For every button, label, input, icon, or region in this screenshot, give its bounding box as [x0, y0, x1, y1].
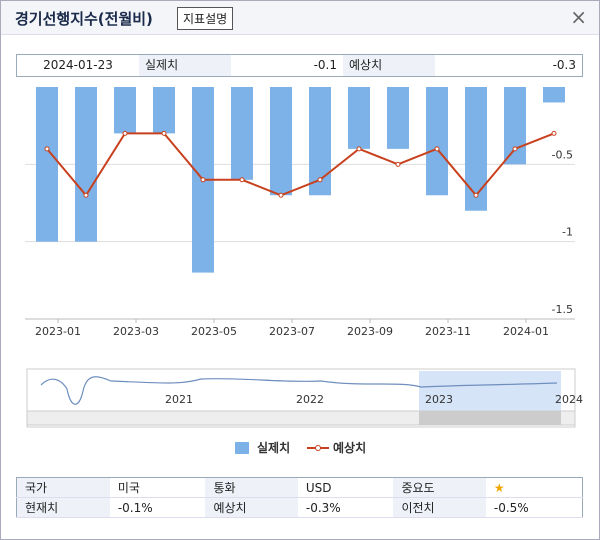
- table-label: 중요도: [393, 477, 486, 498]
- y-tick-label: -1.5: [552, 303, 573, 316]
- bar: [504, 87, 526, 165]
- navigator-line: [40, 376, 558, 405]
- legend-swatch: [235, 442, 249, 454]
- table-value: USD: [297, 477, 394, 498]
- legend-swatch: [315, 445, 321, 451]
- line-marker: [512, 146, 518, 152]
- chart: -0.5 -1 -1.5 2023-01 2023-03 2023-05 2023-07 20…: [25, 87, 583, 455]
- dialog-title: 경기선행지수(전월비): [15, 10, 153, 28]
- summary-date: 2024-01-23: [43, 58, 113, 72]
- navigator-year: 2024: [555, 393, 583, 406]
- y-tick-label: -0.5: [552, 148, 573, 161]
- bar: [114, 87, 136, 134]
- scrollbar-thumb[interactable]: [419, 411, 561, 425]
- navigator-selection[interactable]: [419, 371, 561, 411]
- bar: [75, 87, 97, 242]
- bar: [387, 87, 409, 149]
- line-marker: [317, 177, 323, 183]
- summary-bar: 2024-01-23 실제치 -0.1 예상치 -0.3: [16, 54, 583, 77]
- line-marker: [239, 177, 245, 183]
- table-label: 국가: [16, 477, 110, 498]
- line-marker: [356, 146, 362, 152]
- line-marker: [44, 146, 50, 152]
- line-marker: [122, 130, 128, 136]
- line: [46, 132, 555, 197]
- line-marker: [161, 130, 167, 136]
- y-tick-label: -1: [562, 226, 573, 239]
- summary-label: 실제치: [139, 55, 231, 76]
- x-tick-label: 2023-03: [113, 325, 159, 338]
- bar: [309, 87, 331, 196]
- navigator-year: 2021: [165, 393, 193, 406]
- x-tick-label: 2023-01: [35, 325, 81, 338]
- line-marker: [434, 146, 440, 152]
- bar: [231, 87, 253, 180]
- table-row: 현재치 -0.1% 예상치 -0.3% 이전치 -0.5%: [16, 497, 583, 518]
- description-button[interactable]: 지표설명: [177, 7, 234, 30]
- summary-value: -0.1: [313, 58, 337, 72]
- line-marker: [395, 161, 401, 167]
- line-marker: [200, 177, 206, 183]
- bar: [270, 87, 292, 196]
- info-table: 국가 미국 통화 USD 중요도 ★ 현재치 -0.1% 예상치 -0.3% 이전치 -0.5%: [16, 477, 583, 518]
- table-label: 현재치: [16, 497, 110, 518]
- summary-label: 예상치: [343, 55, 435, 76]
- title-bar: 경기선행지수(전월비) 지표설명 ×: [1, 1, 599, 35]
- table-row: 국가 미국 통화 USD 중요도 ★: [16, 477, 583, 498]
- bar: [465, 87, 487, 211]
- x-tick-label: 2023-09: [347, 325, 393, 338]
- summary-value: -0.3: [552, 58, 576, 72]
- bar: [36, 87, 58, 242]
- table-value: 미국: [109, 477, 206, 498]
- table-value: -0.5%: [485, 497, 583, 518]
- table-label: 통화: [205, 477, 298, 498]
- navigator-year: 2023: [425, 393, 453, 406]
- close-button[interactable]: ×: [570, 5, 587, 29]
- table-label: 예상치: [205, 497, 298, 518]
- table-label: 이전치: [393, 497, 486, 518]
- bar: [348, 87, 370, 149]
- table-value: -0.1%: [109, 497, 206, 518]
- line-marker: [473, 192, 479, 198]
- legend-label: 예상치: [333, 440, 366, 455]
- bar: [426, 87, 448, 196]
- navigator-year: 2022: [296, 393, 324, 406]
- line-marker: [83, 192, 89, 198]
- bar: [153, 87, 175, 134]
- x-tick-label: 2023-05: [191, 325, 237, 338]
- line-marker: [551, 130, 557, 136]
- table-value: -0.3%: [297, 497, 394, 518]
- table-value: ★: [485, 477, 583, 498]
- x-tick-label: 2024-01: [503, 325, 549, 338]
- navigator: [26, 368, 576, 428]
- x-tick-label: 2023-11: [425, 325, 471, 338]
- x-tick-label: 2023-07: [269, 325, 315, 338]
- legend-label: 실제치: [257, 440, 290, 455]
- bar: [543, 87, 565, 103]
- line-marker: [278, 192, 284, 198]
